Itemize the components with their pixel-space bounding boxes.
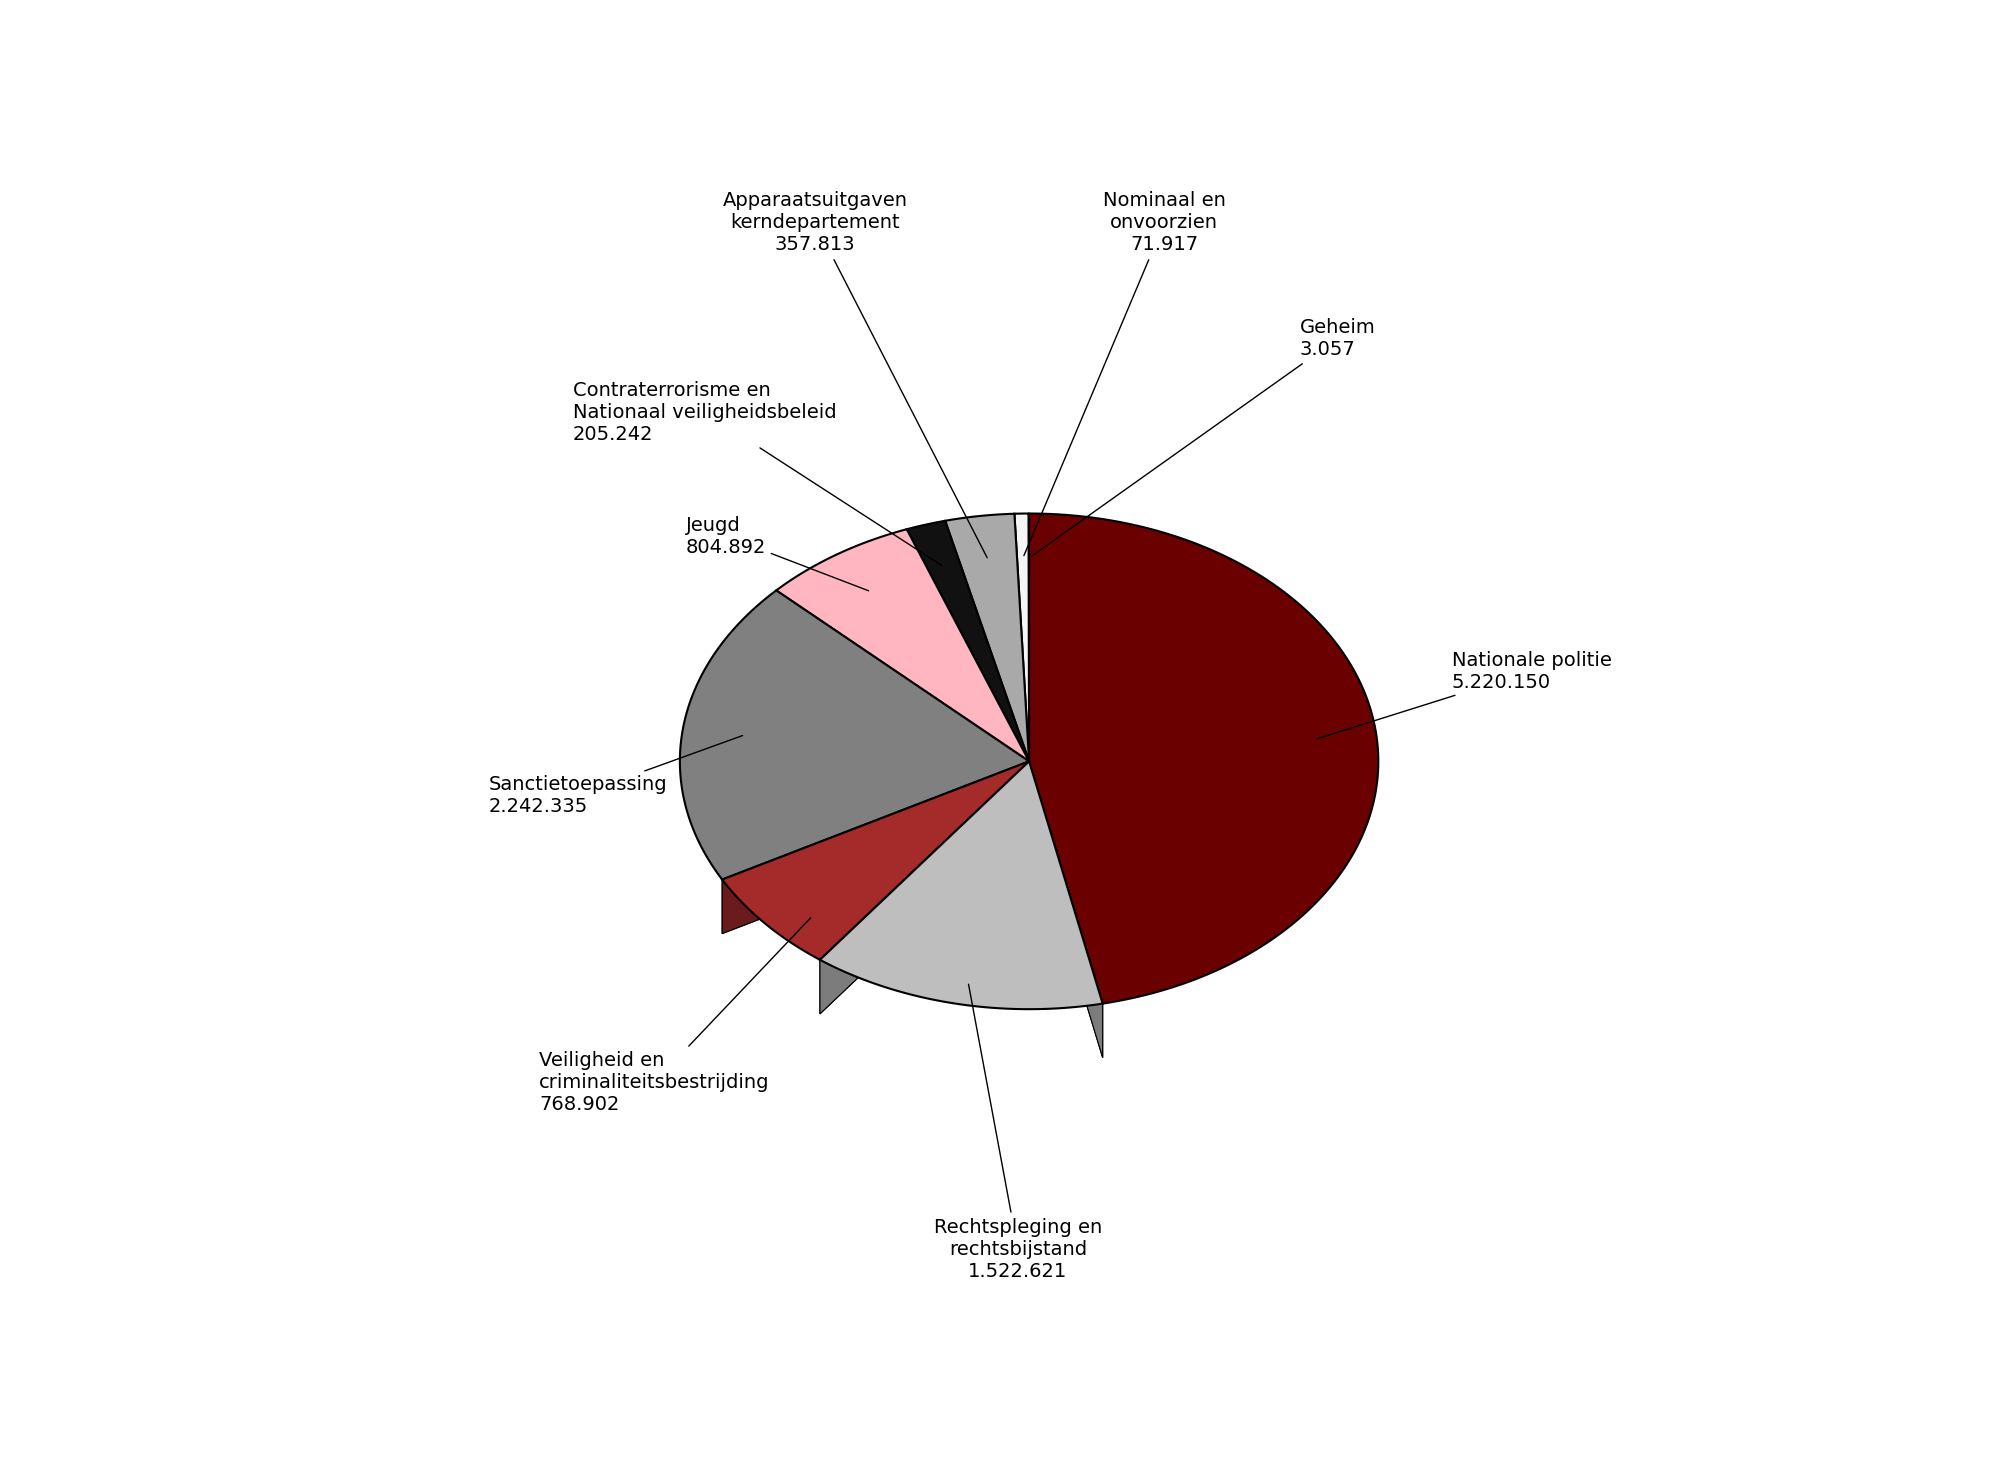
Polygon shape: [1030, 761, 1102, 1058]
Polygon shape: [1030, 761, 1102, 1058]
Text: Nationale politie
5.220.150: Nationale politie 5.220.150: [1317, 651, 1610, 739]
Text: Contraterrorisme en
Nationaal veiligheidsbeleid
205.242: Contraterrorisme en Nationaal veiligheid…: [572, 380, 941, 566]
Polygon shape: [723, 761, 1030, 933]
Polygon shape: [777, 530, 1030, 761]
Polygon shape: [819, 761, 1030, 1014]
Polygon shape: [819, 761, 1102, 1009]
Text: Nominaal en
onvoorzien
71.917: Nominaal en onvoorzien 71.917: [1024, 192, 1224, 556]
Polygon shape: [723, 761, 1030, 960]
Polygon shape: [680, 591, 1030, 879]
Polygon shape: [1030, 514, 1377, 1004]
Text: Sanctietoepassing
2.242.335: Sanctietoepassing 2.242.335: [488, 736, 743, 816]
Polygon shape: [723, 761, 1030, 933]
Polygon shape: [819, 761, 1030, 1014]
Text: Rechtspleging en
rechtsbijstand
1.522.621: Rechtspleging en rechtsbijstand 1.522.62…: [933, 985, 1102, 1280]
Text: Apparaatsuitgaven
kerndepartement
357.813: Apparaatsuitgaven kerndepartement 357.81…: [723, 192, 987, 557]
Text: Geheim
3.057: Geheim 3.057: [1032, 319, 1375, 556]
Text: Veiligheid en
criminaliteitsbestrijding
768.902: Veiligheid en criminaliteitsbestrijding …: [538, 917, 811, 1113]
Polygon shape: [907, 521, 1030, 761]
Polygon shape: [1014, 514, 1030, 761]
Text: Jeugd
804.892: Jeugd 804.892: [684, 515, 869, 591]
Polygon shape: [945, 514, 1030, 761]
